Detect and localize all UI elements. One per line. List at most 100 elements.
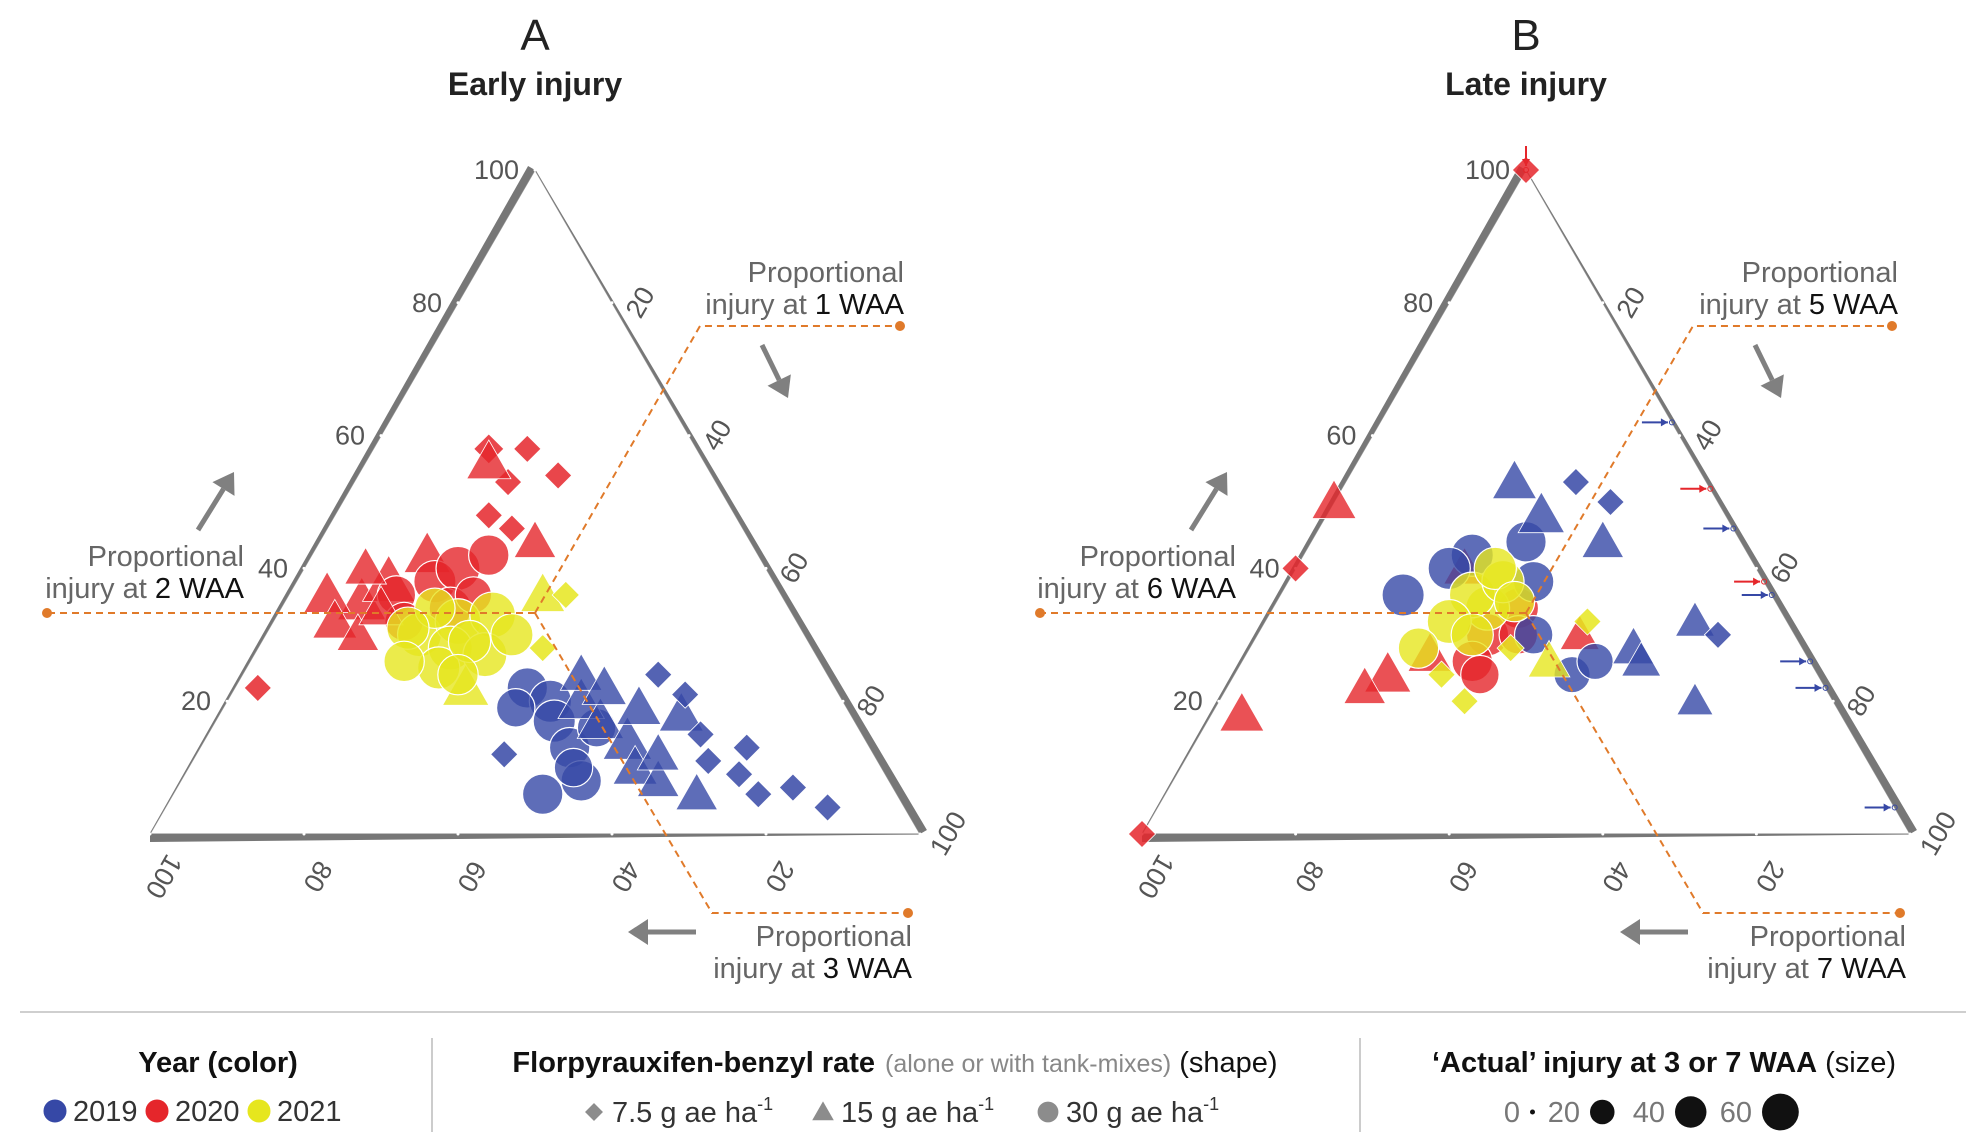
legend: Year (color) 2019 2020 2021 Florpyrauxifen…	[42, 1047, 1896, 1131]
left-axis-label-line2: injury at	[1037, 573, 1147, 605]
left-axis-label: Proportional injury at 6 WAA	[1037, 541, 1236, 605]
edge-point	[1707, 485, 1714, 492]
bottom-direction-arrow	[1620, 919, 1688, 945]
data-point	[437, 653, 479, 696]
data-point	[1576, 642, 1614, 681]
data-point	[813, 793, 842, 822]
bottom-direction-arrow	[628, 919, 696, 945]
bottom-tick-label: 40	[1596, 856, 1637, 897]
data-point	[1127, 819, 1157, 849]
bottom-tick-label: 80	[1289, 856, 1330, 897]
right-axis-label: Proportional injury at 1 WAA	[705, 257, 904, 321]
data-point	[1517, 491, 1566, 534]
bottom-axis-label-line2: injury at	[713, 953, 823, 985]
legend-size-swatch	[1530, 1109, 1535, 1115]
legend-size-swatch	[1590, 1099, 1615, 1125]
data-point	[490, 613, 534, 657]
bottom-tick-mark	[302, 832, 306, 836]
legend-size-item: 60	[1720, 1093, 1799, 1131]
data-point	[1473, 546, 1517, 591]
right-tick-mark	[1601, 301, 1605, 305]
bottom-axis-ramp	[150, 834, 920, 842]
edge-point-arrow	[1641, 418, 1675, 427]
data-point	[744, 780, 773, 809]
left-tick-mark	[1447, 301, 1451, 305]
data-point	[658, 691, 705, 732]
panel-letter: B	[1511, 11, 1540, 60]
guide-end-left	[1035, 608, 1045, 618]
legend-size-item: 40	[1633, 1096, 1707, 1129]
edge-point-arrow	[1864, 803, 1898, 812]
legend-rate-label-sup: -1	[1203, 1094, 1219, 1114]
data-point	[1460, 654, 1500, 695]
data-point	[724, 760, 754, 789]
data-point	[1573, 607, 1602, 636]
left-direction-arrow-head	[212, 472, 235, 496]
edge-point	[1761, 578, 1768, 585]
left-tick-label: 20	[181, 686, 211, 716]
legend-size-swatch	[1762, 1093, 1799, 1131]
legend-rate-subtitle: (alone or with tank-mixes)	[885, 1050, 1171, 1078]
guide-line-bottom	[534, 612, 908, 914]
panel-title: Late injury	[1445, 66, 1607, 102]
data-point	[1674, 601, 1716, 637]
guide-line-right	[534, 325, 900, 614]
data-point	[1511, 155, 1541, 185]
legend-year-item: 2019	[42, 1096, 138, 1128]
edge-point-arrow	[1522, 146, 1530, 173]
data-point	[553, 747, 594, 788]
guide-line-right	[1525, 325, 1892, 614]
legend-rate-swatch	[1036, 1100, 1060, 1124]
data-point	[1493, 580, 1536, 623]
legend-size-label: 60	[1720, 1097, 1752, 1129]
legend-rate-items: 7.5 g ae ha-1 15 g ae ha-1 30 g ae ha-1	[583, 1094, 1219, 1129]
guide-end-bottom	[1895, 908, 1905, 918]
right-direction-arrow-shaft	[759, 343, 782, 382]
left-tick-label: 60	[335, 421, 365, 451]
legend-year-label: 2021	[277, 1096, 342, 1128]
data-point	[694, 746, 723, 776]
data-point	[675, 772, 719, 811]
data-point	[521, 773, 564, 815]
data-point	[312, 598, 358, 639]
data-point	[616, 684, 662, 725]
edge-point	[1523, 167, 1529, 173]
data-point	[1581, 520, 1625, 558]
legend-size-label: 20	[1548, 1097, 1580, 1129]
data-point	[303, 570, 351, 613]
legend-rate-title-main: Florpyrauxifen-benzyl rate	[512, 1047, 875, 1079]
data-points	[1127, 155, 1733, 849]
left-axis-label-line2: injury at	[45, 573, 155, 605]
legend-year-swatch	[144, 1098, 170, 1124]
legend-size-items: 0 20 40 60	[1504, 1093, 1799, 1131]
data-point	[576, 697, 625, 739]
guide-end-right	[1887, 321, 1897, 331]
bottom-tick-mark	[1754, 832, 1758, 836]
legend-year-items: 2019 2020 2021	[42, 1096, 342, 1128]
guide-end-right	[895, 321, 905, 331]
edge-arrow-head	[1660, 418, 1668, 427]
left-tick-mark	[456, 301, 460, 305]
right-tick-mark	[1678, 434, 1682, 438]
bottom-axis-label-line1: Proportional	[756, 921, 912, 953]
right-axis-label-line1: Proportional	[748, 257, 904, 289]
data-point	[1596, 487, 1625, 517]
data-point	[671, 680, 700, 709]
legend-year-label: 2019	[73, 1096, 138, 1128]
data-point	[1491, 459, 1538, 500]
data-points	[243, 433, 842, 822]
data-point	[519, 572, 566, 612]
edge-arrow-head	[1722, 524, 1730, 533]
bottom-tick-label: 100	[140, 849, 189, 903]
guide-end-bottom	[903, 908, 913, 918]
bottom-tick-mark	[1294, 832, 1298, 836]
right-tick-label: 100	[924, 806, 973, 860]
bottom-axis-label-line2: injury at	[1707, 953, 1817, 985]
right-tick-label: 100	[1914, 806, 1963, 860]
edge-point-arrow	[1795, 683, 1829, 692]
edge-point-arrow	[1680, 484, 1714, 493]
bottom-tick-label: 20	[1750, 856, 1791, 897]
bottom-axis-label: Proportional injury at 3 WAA	[713, 921, 912, 985]
